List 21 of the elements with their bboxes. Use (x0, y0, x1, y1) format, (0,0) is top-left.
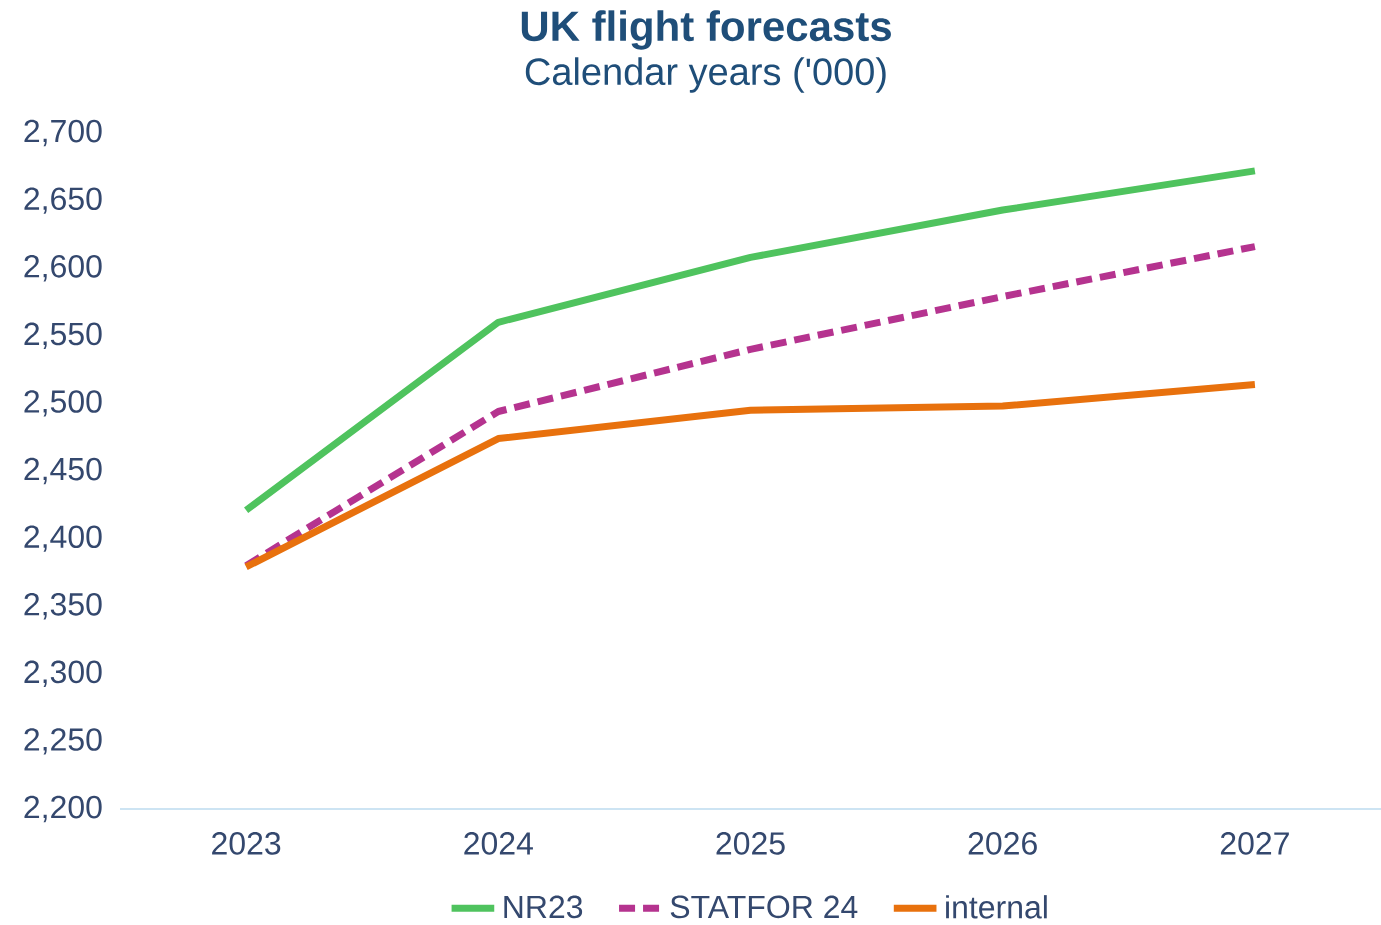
y-tick-label: 2,250 (24, 728, 102, 755)
x-tick-label: 2024 (464, 832, 533, 855)
y-tick-label: 2,200 (24, 795, 102, 823)
y-tick-label: 2,300 (24, 660, 102, 687)
x-tick-label: 2026 (968, 832, 1037, 855)
x-tick-label: 2027 (1220, 832, 1289, 855)
chart-subtitle: Calendar years ('000) (525, 57, 886, 93)
y-tick-label: 2,500 (24, 390, 102, 417)
legend-label: STATFOR 24 (670, 895, 858, 919)
y-tick-label: 2,350 (24, 592, 102, 620)
x-tick-label: 2023 (212, 832, 281, 855)
y-tick-label: 2,450 (24, 457, 102, 485)
legend-label: NR23 (504, 895, 583, 919)
y-tick-label: 2,400 (24, 525, 102, 552)
y-tick-label: 2,650 (24, 187, 102, 214)
y-tick-label: 2,600 (24, 254, 102, 282)
x-tick-label: 2025 (716, 832, 785, 855)
y-tick-label: 2,550 (24, 322, 102, 349)
chart-title: UK flight forecasts (521, 10, 891, 50)
y-tick-label: 2,700 (24, 119, 102, 147)
legend-label: internal (946, 895, 1047, 919)
